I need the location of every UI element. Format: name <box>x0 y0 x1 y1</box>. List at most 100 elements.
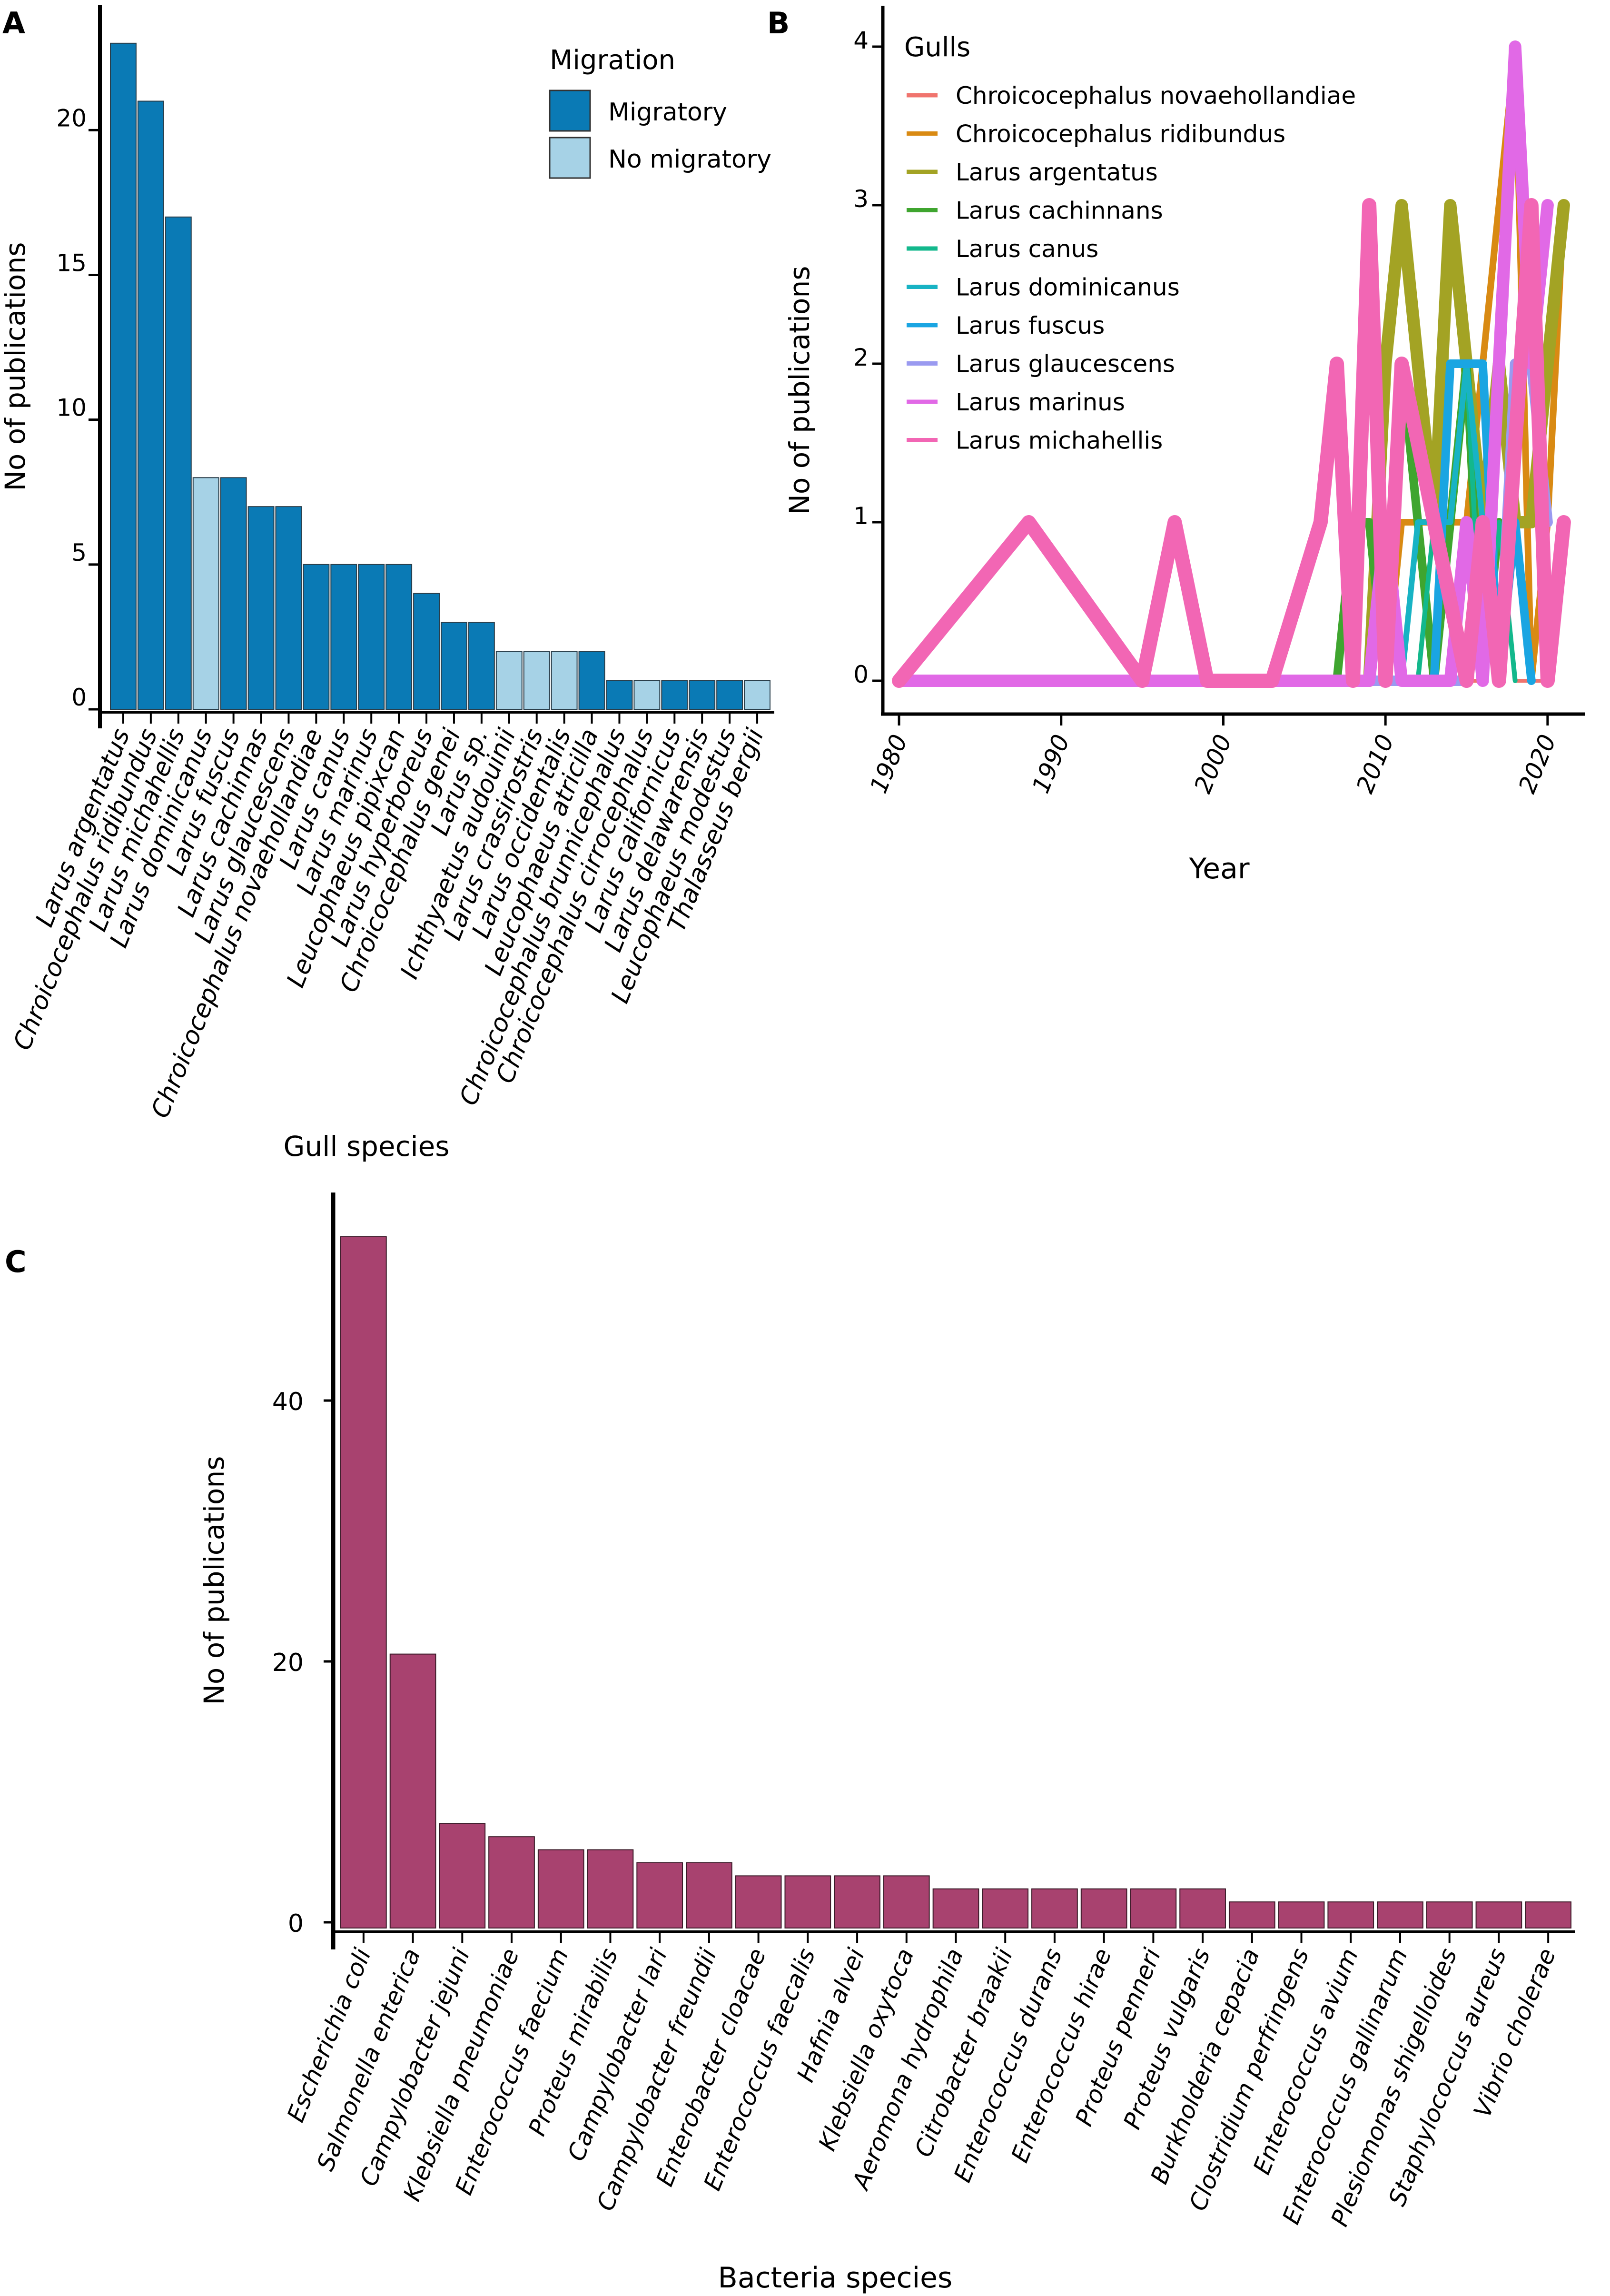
legend-swatch-no-migratory <box>549 137 591 179</box>
bar-leucophaeus-modestus <box>716 680 743 710</box>
bar-larus-marinus <box>358 564 385 710</box>
panel-b-x-tick-label: 1990 <box>1027 731 1075 797</box>
bar-leucophaeus-atricilla <box>578 651 605 710</box>
bar-enterococcus-gallinarum <box>1377 1901 1423 1928</box>
panel-b-x-tick-label: 2000 <box>1189 731 1237 797</box>
panel-a-chart: 0 5 10 15 20 Larus argentatusChroicocephalus… <box>0 5 774 1163</box>
panel-b-y-tick-label: 1 <box>853 502 869 530</box>
bar-aeromona-hydrophila <box>932 1888 979 1929</box>
bar-burkholderia-cepacia <box>1228 1901 1275 1928</box>
panel-b-series-lines <box>892 40 1571 688</box>
panel-c-y-axis-label: No of publications <box>198 1456 230 1705</box>
panel-b-legend: Gulls Chroicocephalus novaehollandiae Chr… <box>904 32 1356 455</box>
bar-thalasseus-bergii <box>744 680 771 710</box>
legend-label-larus-argentatus: Larus argentatus <box>956 159 1158 186</box>
legend-label-larus-fuscus: Larus fuscus <box>956 312 1105 339</box>
bar-chroicocephalus-novaehollandiae <box>303 564 330 710</box>
panel-b-x-tick-label: 1980 <box>865 731 913 797</box>
legend-label-chroicocephalus-novaehollandiae: Chroicocephalus novaehollandiae <box>956 82 1356 109</box>
bar-campylobacter-lari <box>636 1862 683 1928</box>
panel-b-x-tick-label: 2010 <box>1351 731 1399 797</box>
bar-enterococcus-hirae <box>1080 1888 1127 1929</box>
bar-enterococcus-faecalis <box>784 1875 831 1928</box>
bar-larus-cachinnas <box>247 506 275 710</box>
bar-larus-argentatus <box>110 42 137 710</box>
panel-b-y-ticks: 0 1 2 3 4 <box>853 27 883 688</box>
panel-a-bars <box>110 42 771 710</box>
bar-larus-canus <box>330 564 357 710</box>
bar-hafnia-alvei <box>834 1875 880 1928</box>
bar-campylobacter-freundii <box>686 1862 732 1928</box>
bar-enterococcus-faecium <box>537 1849 584 1929</box>
bar-larus-glaucescens <box>275 506 302 710</box>
bar-klebsiella-pneumoniae <box>488 1836 535 1928</box>
panel-b-x-axis-label: Year <box>1188 852 1249 885</box>
panel-letter-a: A <box>2 6 25 40</box>
bar-enterobacter-cloacae <box>735 1875 782 1928</box>
bar-larus-fuscus <box>220 477 247 710</box>
bar-klebsiella-oxytoca <box>883 1875 930 1928</box>
panel-b-x-tick-label: 2020 <box>1513 731 1561 797</box>
bar-clostridium-perfringens <box>1278 1901 1325 1928</box>
panel-letter-c: C <box>5 1244 27 1279</box>
panel-a-y-tick-label: 10 <box>56 394 87 422</box>
legend-label-larus-michahellis: Larus michahellis <box>956 427 1163 455</box>
bar-vibrio-cholerae <box>1525 1901 1572 1928</box>
panel-b-chart: 0 1 2 3 4 1980 1990 2000 2010 2020 No of publica… <box>783 6 1585 885</box>
bar-plesiomonas-shigelloides <box>1426 1901 1473 1928</box>
panel-a-y-tick-label: 0 <box>71 684 87 711</box>
panel-a-y-tick-label: 15 <box>56 249 87 277</box>
bar-salmonella-enterica <box>389 1653 436 1929</box>
bar-larus-dominicanus <box>192 477 219 710</box>
bar-larus-hyperboreus <box>413 593 440 710</box>
bar-larus-delawarensis <box>689 680 716 710</box>
panel-a-y-tick-label: 5 <box>71 539 87 567</box>
panel-a-y-ticks: 0 5 10 15 20 <box>56 104 100 711</box>
bar-chroicocephalus-brunnicephalus <box>606 680 633 710</box>
bar-proteus-vulgaris <box>1179 1888 1226 1929</box>
panel-b-y-axis-label: No of publications <box>783 266 816 515</box>
legend-label-larus-dominicanus: Larus dominicanus <box>956 274 1180 301</box>
panel-b-y-tick-label: 4 <box>853 27 869 54</box>
series-line-larus-michahellis <box>892 198 1571 688</box>
panel-c-x-axis-label: Bacteria species <box>718 2261 953 2295</box>
bar-proteus-mirabilis <box>587 1849 634 1929</box>
panel-c-y-tick-label: 0 <box>288 1909 304 1938</box>
bar-chroicocephalus-cirrocephalus <box>633 680 661 710</box>
bar-staphylococcus-aureus <box>1475 1901 1522 1928</box>
bar-larus-occidentalis <box>551 651 578 710</box>
panel-c-y-tick-label: 40 <box>272 1388 304 1416</box>
legend-label-no-migratory: No migratory <box>608 145 771 174</box>
panel-c-y-ticks: 0 20 40 <box>272 1388 333 1938</box>
panel-a-x-axis-label: Gull species <box>284 1130 450 1163</box>
bar-proteus-penneri <box>1130 1888 1177 1929</box>
legend-label-chroicocephalus-ridibundus: Chroicocephalus ridibundus <box>956 120 1285 148</box>
bar-citrobacter-braakii <box>982 1888 1029 1929</box>
panel-c-bars <box>340 1236 1572 1929</box>
bar-larus-michahellis <box>165 216 192 710</box>
panel-c-y-tick-label: 20 <box>272 1649 304 1677</box>
bar-enterococcus-avium <box>1327 1901 1374 1928</box>
bar-enterococcus-durans <box>1031 1888 1078 1929</box>
panel-a-legend-title: Migration <box>550 45 675 76</box>
bar-leucophaeus-pipixcan <box>385 564 413 710</box>
legend-label-larus-canus: Larus canus <box>956 235 1098 263</box>
panel-c-axes <box>331 1193 1575 1949</box>
panel-letter-b: B <box>767 6 790 40</box>
legend-label-larus-cachinnans: Larus cachinnans <box>956 197 1163 225</box>
panel-a-axes <box>98 5 774 728</box>
panel-b-x-ticks: 1980 1990 2000 2010 2020 <box>865 714 1561 797</box>
bar-escherichia-coli <box>340 1236 387 1928</box>
bar-chroicocephalus-ridibundus <box>137 100 164 710</box>
panel-a-legend: Migration Migratory No migratory <box>549 45 771 179</box>
bar-larus-sp <box>468 622 495 710</box>
bar-larus-crassirostris <box>523 651 550 710</box>
panel-b-y-tick-label: 0 <box>853 661 869 688</box>
legend-label-larus-marinus: Larus marinus <box>956 388 1125 416</box>
panel-b-y-tick-label: 2 <box>853 344 869 371</box>
panel-a-y-tick-label: 20 <box>56 104 87 132</box>
